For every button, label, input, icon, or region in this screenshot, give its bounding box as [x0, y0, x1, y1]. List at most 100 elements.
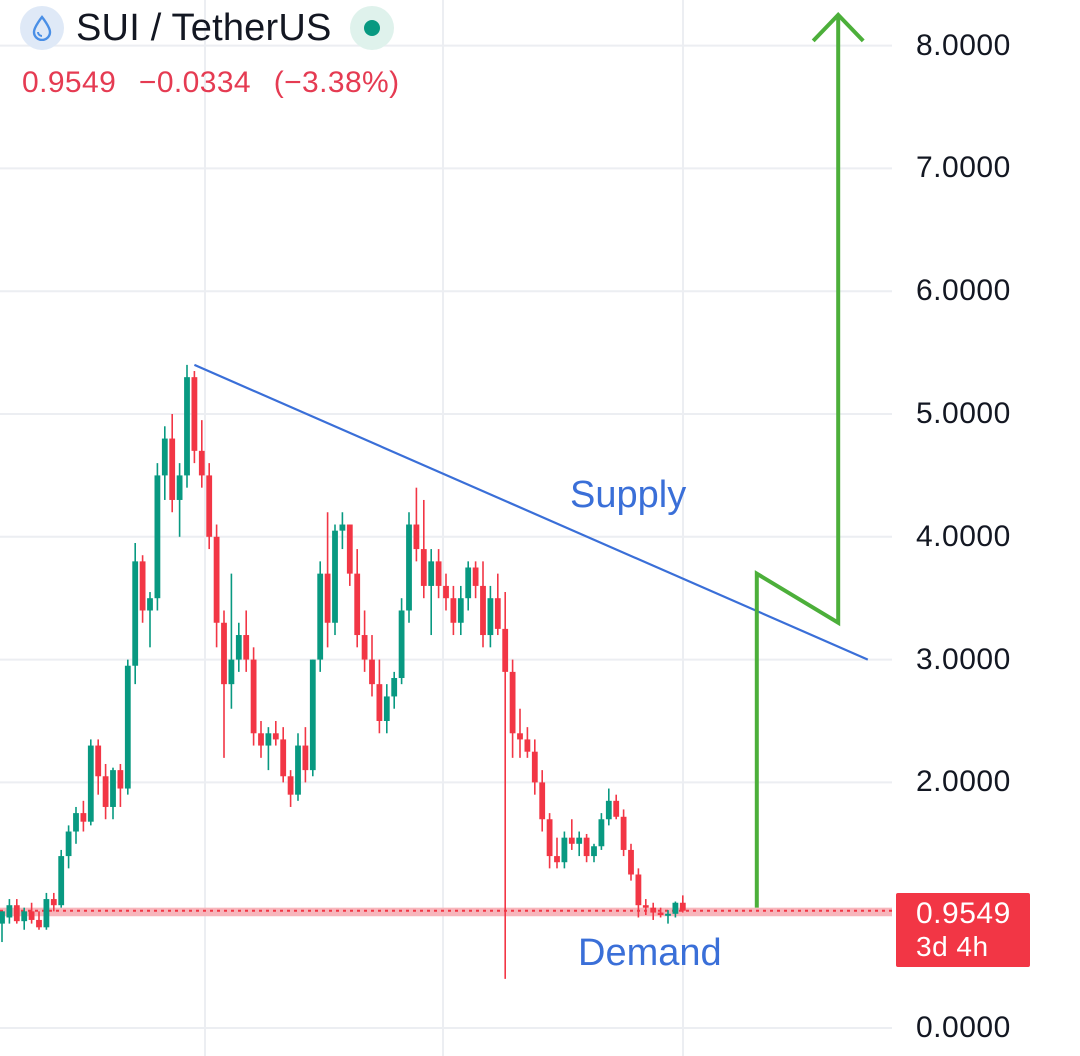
candle	[295, 733, 301, 801]
candle	[657, 907, 664, 918]
candle	[628, 843, 634, 881]
candle	[339, 512, 346, 550]
candle	[443, 573, 449, 611]
candle-body	[487, 598, 494, 636]
candle-body	[346, 524, 353, 574]
candle-body	[376, 684, 383, 721]
candle	[346, 524, 353, 586]
candle	[132, 542, 139, 685]
candle	[554, 837, 560, 869]
candle	[620, 809, 627, 857]
candle-body	[213, 536, 220, 623]
candle	[420, 499, 427, 599]
candle	[110, 767, 116, 820]
candle-body	[309, 659, 316, 771]
candle	[43, 892, 50, 930]
candle-body	[480, 585, 486, 636]
candle	[546, 813, 553, 869]
candle	[243, 610, 250, 672]
last-price-value: 0.9549	[916, 897, 1011, 930]
candle-body	[43, 899, 50, 928]
candle-body	[457, 598, 464, 623]
candle-body	[598, 819, 605, 847]
candle	[480, 561, 486, 648]
candle	[435, 549, 442, 599]
candle-body	[679, 902, 686, 911]
candle-body	[339, 524, 346, 531]
candle-body	[361, 635, 368, 660]
candle-body	[369, 659, 375, 685]
candle	[117, 763, 124, 807]
candle	[635, 868, 642, 918]
candle-body	[642, 905, 649, 908]
candle-body	[161, 438, 168, 476]
candle	[487, 585, 494, 648]
candle-body	[184, 377, 190, 476]
candle-body	[191, 377, 198, 451]
candle-body	[176, 475, 183, 500]
candlesticks	[0, 364, 686, 979]
candle	[576, 831, 583, 857]
candle-body	[295, 745, 301, 795]
candle-body	[665, 913, 671, 916]
candle	[309, 659, 316, 777]
candle-body	[406, 524, 412, 611]
supply-label: Supply	[570, 474, 687, 516]
y-tick-label: 6.0000	[916, 274, 1011, 308]
candle-body	[73, 813, 79, 832]
candle	[531, 739, 538, 795]
y-tick-label: 5.0000	[916, 397, 1011, 430]
candle	[161, 426, 168, 500]
candle	[613, 794, 620, 820]
candle-body	[80, 813, 87, 822]
candle-countdown: 3d 4h	[916, 931, 989, 962]
candle-body	[583, 837, 590, 857]
candle	[591, 843, 597, 863]
candle	[198, 420, 205, 488]
candle	[509, 659, 516, 758]
candle-body	[472, 567, 479, 586]
candle	[376, 659, 383, 734]
candle-body	[546, 819, 553, 857]
candle-body	[28, 911, 35, 920]
candle	[206, 463, 213, 550]
candle	[258, 721, 264, 758]
last-price: 0.9549	[22, 66, 117, 99]
status-dot	[363, 20, 380, 36]
candle-body	[398, 610, 405, 679]
candle	[28, 902, 35, 924]
candle-body	[317, 573, 324, 660]
candle	[502, 592, 509, 979]
candle-body	[324, 573, 331, 623]
candle	[36, 911, 42, 930]
candle	[354, 549, 361, 648]
candle	[650, 902, 657, 920]
candle-body	[0, 911, 5, 924]
candle-body	[620, 816, 627, 850]
candle-body	[287, 776, 294, 795]
candle-body	[65, 831, 72, 857]
candle	[73, 806, 79, 844]
candle-body	[443, 585, 449, 599]
candle	[213, 524, 220, 648]
candle-body	[102, 776, 109, 807]
candle	[176, 463, 183, 537]
candle	[398, 598, 405, 685]
candle-body	[87, 745, 94, 822]
candle-body	[531, 751, 538, 783]
candle	[472, 561, 479, 599]
candle	[102, 763, 109, 820]
candle-body	[509, 671, 516, 734]
candle	[583, 833, 590, 863]
candle-body	[635, 874, 642, 906]
candle-body	[524, 739, 531, 752]
symbol-title[interactable]: SUI / TetherUS	[76, 6, 332, 49]
candle	[191, 371, 198, 464]
candle-body	[206, 475, 213, 537]
candle-body	[413, 524, 420, 550]
candle-body	[628, 849, 634, 875]
candle	[169, 414, 176, 513]
candle	[642, 899, 649, 916]
candle	[124, 659, 131, 795]
